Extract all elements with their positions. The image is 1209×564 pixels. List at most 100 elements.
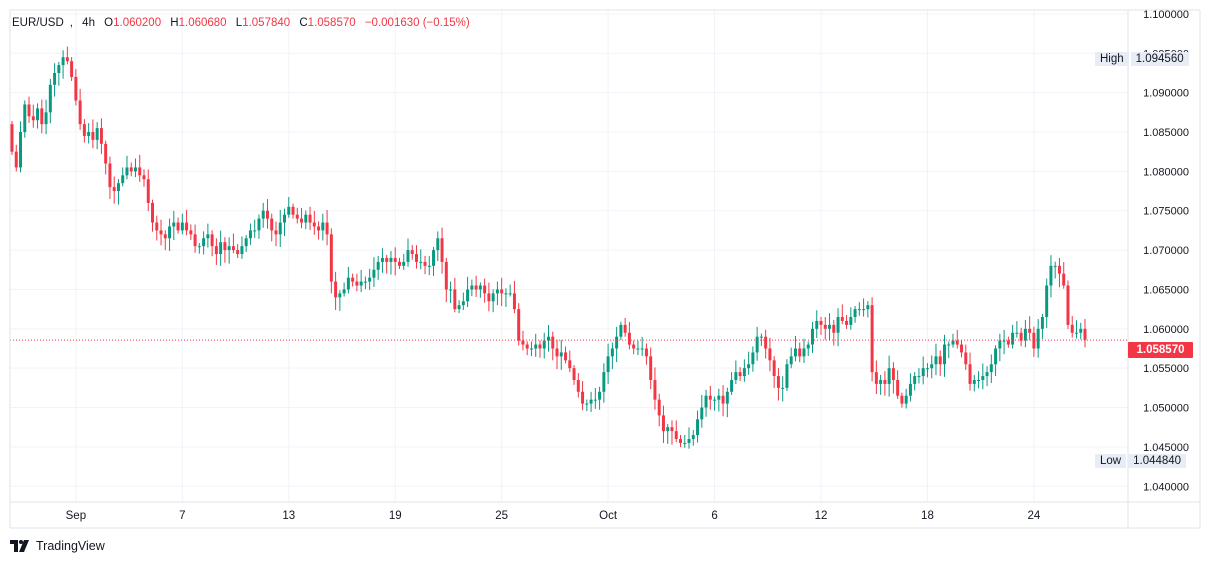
candle-body [955,340,959,345]
candle-body [547,336,550,341]
candle-body [768,348,772,361]
candle-body [444,261,448,290]
time-tick-label: Oct [599,510,618,522]
candle-body [917,376,921,378]
candle-body [57,65,61,73]
candle-body [828,324,832,329]
candle-body [440,238,444,262]
candle-body [278,222,282,235]
candle-body [27,104,31,117]
high-tag-label: High [1095,52,1129,66]
candle-body [602,372,606,392]
high-tag: High 1.094560 [1095,51,1189,67]
candle-body [572,368,576,380]
candle-body [1053,265,1057,267]
candle-body [168,226,172,239]
candle-body [19,132,23,168]
candle-body [1083,328,1087,340]
candle-body [410,250,414,255]
candle-body [891,368,895,380]
candle-body [896,379,900,396]
candle-body [691,435,695,440]
candle-body [1079,328,1083,333]
candle-body [244,238,248,247]
open-value: 1.060200 [113,17,162,29]
candle-body [619,324,623,337]
time-tick-label: Sep [66,510,86,522]
candle-body [1070,324,1074,333]
candle-body [483,285,487,294]
candle-body [112,187,116,192]
candle-body [806,344,810,349]
candle-body [317,226,321,231]
candle-body [491,293,495,302]
symbol-name[interactable]: EUR/USD [12,17,64,29]
time-axis[interactable]: Sep 7 13 19 25 Oct 6 12 18 24 [66,510,1041,522]
candle-body [193,234,197,247]
candle-body [453,289,457,310]
time-tick-label: 25 [495,510,508,522]
candle-body [930,364,934,369]
candle-body [636,348,640,350]
candle-body [559,352,563,357]
candle-body [1036,328,1040,349]
time-tick-label: 19 [389,510,402,522]
low-tag-label: Low [1095,454,1127,468]
price-tick-label: 1.090000 [1143,88,1189,100]
candle-body [908,383,912,396]
candle-body [568,360,572,369]
candle-body [363,281,367,283]
candle-body [321,222,325,231]
high-tag-value: 1.094560 [1130,52,1189,66]
grid-lines [10,10,1128,502]
candle-body [219,242,223,255]
time-tick-label: 18 [921,510,934,522]
candle-body [466,289,470,302]
candle-body [189,230,193,235]
candle-body [627,332,631,345]
candle-body [747,364,751,369]
candle-body [772,360,776,377]
candle-body [1015,332,1019,334]
candle-body [104,143,108,164]
candle-body [964,352,968,365]
candle-body [989,364,993,373]
candle-body [836,317,840,333]
candle-body [789,356,793,365]
candle-body [508,293,512,295]
candle-body [900,395,904,404]
candle-body [368,277,372,282]
candle-body [640,348,644,350]
candle-body [776,376,780,388]
candle-body [23,104,27,133]
candle-body [687,439,691,443]
candle-body [121,175,125,184]
timeframe[interactable]: 4h [82,17,95,29]
candle-body [576,379,580,392]
tradingview-logo[interactable]: TradingView [10,539,105,553]
candle-body [180,222,184,231]
candle-body [755,336,759,353]
candle-body [214,246,218,255]
candle-body [287,206,291,215]
candle-body [432,250,436,266]
candle-body [874,372,878,384]
candle-body [419,261,423,263]
candle-body [500,289,504,294]
candle-body [1023,328,1027,341]
symbol-header: EUR/USD, 4h O1.060200 H1.060680 L1.05784… [12,17,476,29]
candle-body [811,328,814,345]
candle-body [53,72,57,85]
candles [10,46,1087,449]
candle-body [564,352,568,361]
low-tag-value: 1.044840 [1128,454,1187,468]
candle-body [1019,332,1023,341]
price-tick-label: 1.085000 [1143,127,1189,139]
candle-body [981,376,985,380]
candle-body [74,76,78,101]
candle-body [517,309,521,341]
price-tick-label: 1.060000 [1143,324,1189,336]
candle-body [36,108,40,121]
candle-body [593,399,597,401]
